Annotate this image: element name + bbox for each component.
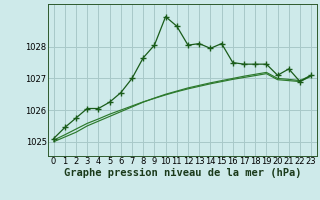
X-axis label: Graphe pression niveau de la mer (hPa): Graphe pression niveau de la mer (hPa) xyxy=(64,168,301,178)
